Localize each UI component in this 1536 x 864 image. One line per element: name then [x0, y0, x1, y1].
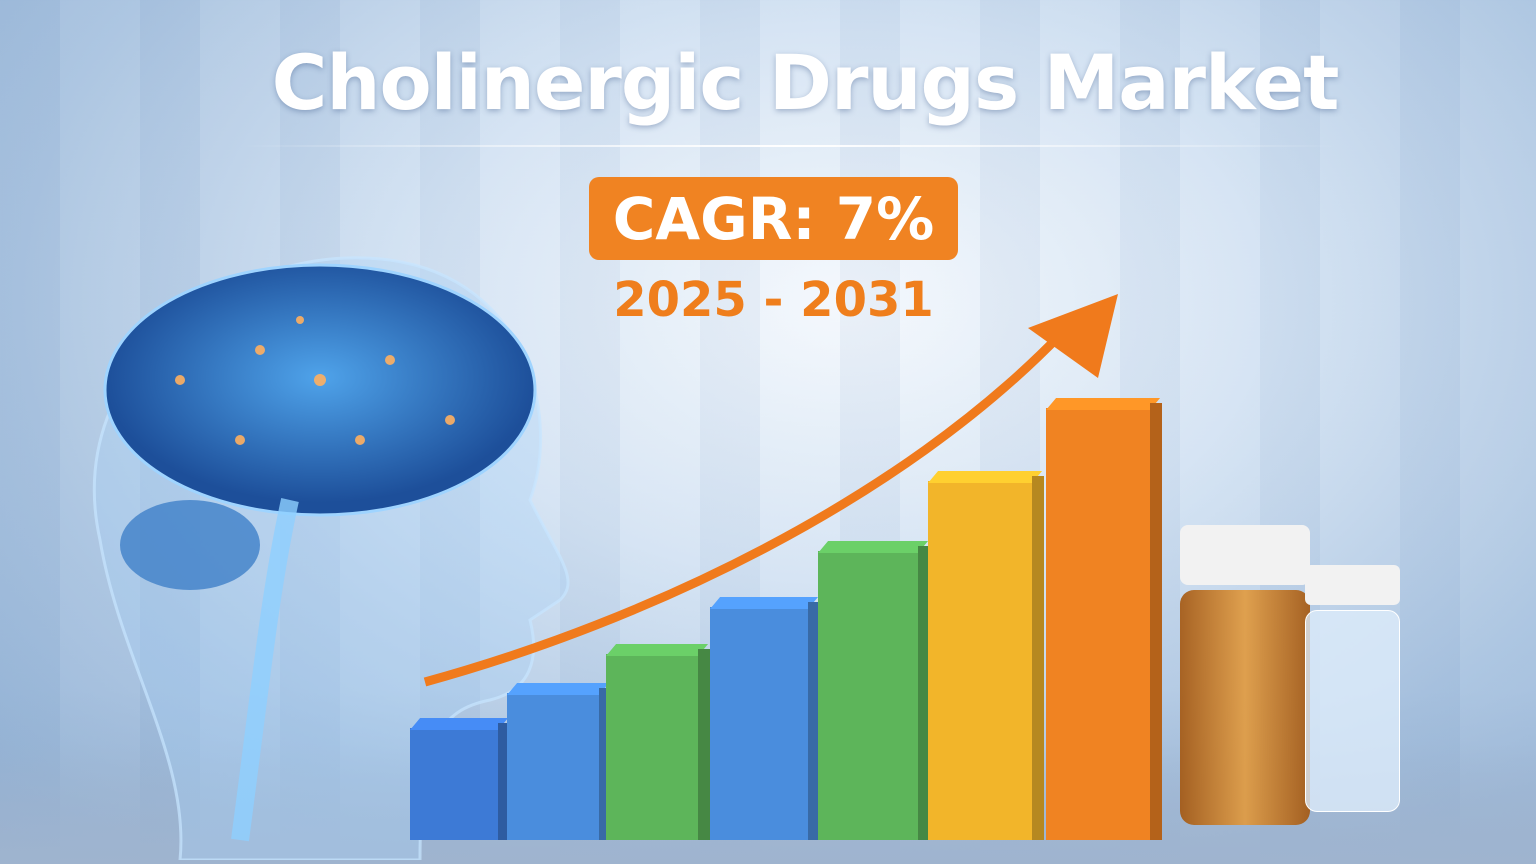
period-label: 2025 - 2031: [613, 272, 934, 328]
title-divider: [240, 145, 1340, 147]
brain-head-icon: [92, 256, 570, 860]
pill-bottle-icon: [1180, 525, 1310, 825]
bar: [818, 541, 930, 840]
bar: [507, 683, 611, 840]
bar: [606, 644, 710, 840]
bar: [928, 471, 1044, 840]
bar: [710, 597, 820, 840]
bar: [1046, 398, 1162, 840]
page-title: Cholinergic Drugs Market: [271, 38, 1340, 127]
water-bottle-icon: [1305, 565, 1400, 812]
cagr-badge: CAGR: 7%: [589, 177, 958, 260]
